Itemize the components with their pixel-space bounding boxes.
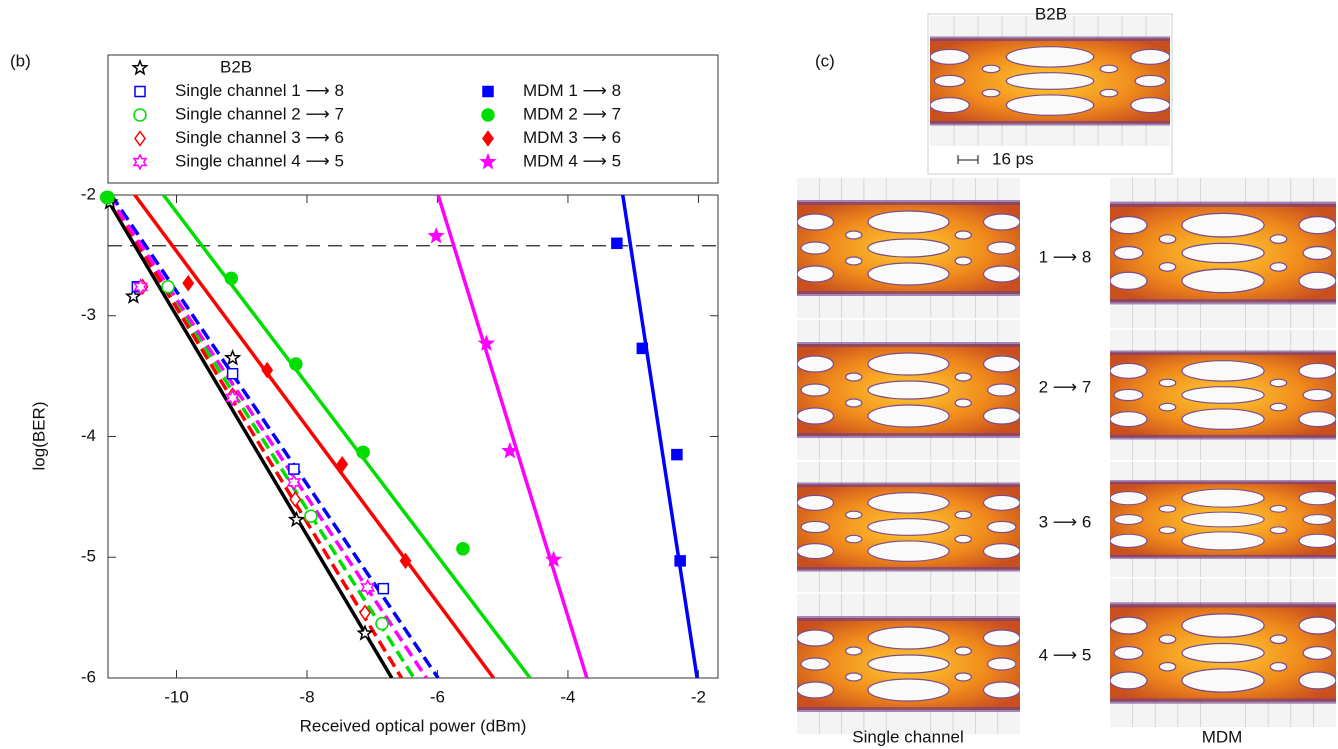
- fit-line: [108, 195, 428, 678]
- data-point: [224, 271, 239, 286]
- data-point: [289, 490, 302, 508]
- legend-marker: [132, 153, 148, 171]
- plot-frame: [107, 194, 719, 679]
- data-point: [288, 463, 300, 475]
- legend-label: Single channel 4 ⟶ 5: [175, 151, 344, 170]
- data-point: [671, 448, 683, 461]
- data-point: [133, 278, 149, 296]
- plot-area: [108, 195, 699, 678]
- eye-diagram: [797, 462, 1020, 592]
- legend-marker: [131, 58, 149, 76]
- legend-marker: [134, 130, 146, 147]
- data-point: [356, 624, 374, 641]
- y-tick-label: -3: [81, 305, 96, 324]
- panel-label: (b): [10, 51, 31, 70]
- data-point: [304, 509, 318, 523]
- eye-diagram: [1110, 330, 1336, 460]
- y-tick-label: -6: [81, 667, 96, 686]
- data-point: [377, 582, 390, 595]
- data-point: [161, 280, 175, 294]
- legend-marker: [133, 108, 147, 122]
- y-tick-label: -2: [81, 184, 96, 203]
- legend-marker: [482, 130, 494, 147]
- legend-marker: [481, 108, 495, 122]
- fit-line: [109, 195, 440, 678]
- panel-label: (c): [815, 51, 835, 70]
- eye-diagram: [797, 320, 1020, 460]
- y-axis-label: log(BER): [29, 402, 48, 471]
- data-point: [456, 542, 470, 556]
- data-point: [336, 455, 349, 473]
- x-axis-label: Received optical power (dBm): [300, 716, 527, 735]
- x-tick-label: -8: [299, 687, 314, 706]
- legend-label: MDM 1 ⟶ 8: [523, 81, 621, 100]
- row-label: 2 ⟶ 7: [1039, 377, 1092, 396]
- data-point: [611, 237, 623, 250]
- y-tick-label: -4: [81, 426, 96, 445]
- data-point: [226, 367, 239, 380]
- x-tick-label: -6: [430, 687, 445, 706]
- legend-marker: [134, 85, 146, 98]
- data-point: [674, 555, 686, 567]
- data-point: [182, 274, 195, 292]
- legend-marker: [479, 152, 497, 170]
- fit-line: [436, 195, 589, 678]
- data-point: [289, 357, 303, 371]
- eye-diagram: [930, 16, 1170, 146]
- data-point: [399, 552, 412, 570]
- fit-line: [133, 195, 495, 678]
- eye-panels: (c) B2B 16 ps 1 ⟶ 8 2 ⟶ 7 3 ⟶ 6 4 ⟶ 5 Si…: [797, 4, 1336, 746]
- data-point: [360, 578, 376, 597]
- data-point: [356, 445, 370, 459]
- y-tick-label: -5: [81, 547, 96, 566]
- eye-diagram: [797, 594, 1020, 734]
- row-label: 4 ⟶ 5: [1039, 645, 1092, 664]
- data-point: [501, 441, 519, 459]
- column-label: MDM: [1202, 727, 1243, 746]
- eye-diagram: [797, 178, 1020, 318]
- fit-line: [162, 195, 532, 678]
- data-point: [427, 227, 445, 244]
- legend-box: [107, 54, 719, 184]
- x-tick-label: -10: [164, 687, 189, 706]
- data-point: [124, 287, 143, 304]
- legend-label: Single channel 3 ⟶ 6: [175, 128, 344, 147]
- scale-label: 16 ps: [992, 149, 1034, 168]
- legend-label: B2B: [220, 57, 252, 76]
- legend-label: MDM 3 ⟶ 6: [523, 128, 621, 147]
- data-point: [287, 510, 306, 528]
- fit-line: [108, 197, 394, 678]
- data-point: [225, 389, 241, 407]
- data-point: [544, 550, 563, 567]
- legend-marker: [482, 85, 494, 98]
- legend-label: Single channel 2 ⟶ 7: [175, 104, 344, 123]
- data-point: [359, 604, 371, 622]
- eye-title: B2B: [1035, 4, 1067, 23]
- legend-label: MDM 4 ⟶ 5: [523, 151, 621, 170]
- fit-line: [108, 195, 416, 678]
- row-label: 1 ⟶ 8: [1039, 247, 1092, 266]
- fit-line: [621, 195, 699, 678]
- x-tick-label: -2: [691, 687, 706, 706]
- legend-label: Single channel 1 ⟶ 8: [175, 81, 344, 100]
- x-tick-label: -4: [560, 687, 575, 706]
- data-point: [101, 190, 115, 205]
- data-point: [223, 348, 242, 366]
- eye-diagram: [1110, 178, 1336, 328]
- data-point: [477, 334, 496, 351]
- row-label: 3 ⟶ 6: [1039, 512, 1092, 531]
- eye-diagram: [1110, 579, 1336, 727]
- column-label: Single channel: [852, 727, 964, 746]
- data-point: [636, 342, 649, 355]
- legend-label: MDM 2 ⟶ 7: [523, 104, 621, 123]
- data-point: [286, 473, 302, 492]
- eye-diagram: [1110, 462, 1336, 577]
- data-point: [261, 361, 274, 379]
- data-point: [375, 616, 389, 631]
- fit-line: [108, 195, 404, 678]
